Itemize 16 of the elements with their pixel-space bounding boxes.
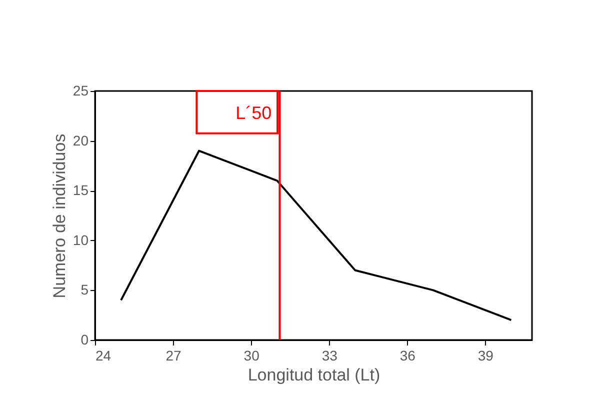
y-tick-label: 5 — [80, 282, 89, 298]
y-tick-label: 25 — [72, 82, 89, 98]
y-tick-label: 20 — [72, 132, 89, 148]
ref-line-label: L´50 — [236, 103, 272, 123]
y-tick-label: 0 — [80, 332, 89, 348]
x-tick-label: 24 — [96, 348, 112, 364]
x-tick-label: 36 — [400, 348, 416, 364]
x-tick-label: 27 — [166, 348, 182, 364]
y-tick-label: 15 — [72, 182, 89, 198]
x-tick-label: 33 — [322, 348, 338, 364]
y-tick-label: 10 — [72, 232, 89, 248]
x-tick-label: 30 — [244, 348, 260, 364]
line-series — [120, 150, 512, 322]
y-axis-title: Numero de individuos — [50, 134, 69, 298]
x-tick-label: 39 — [478, 348, 494, 364]
x-axis-title: Longitud total (Lt) — [248, 366, 380, 384]
